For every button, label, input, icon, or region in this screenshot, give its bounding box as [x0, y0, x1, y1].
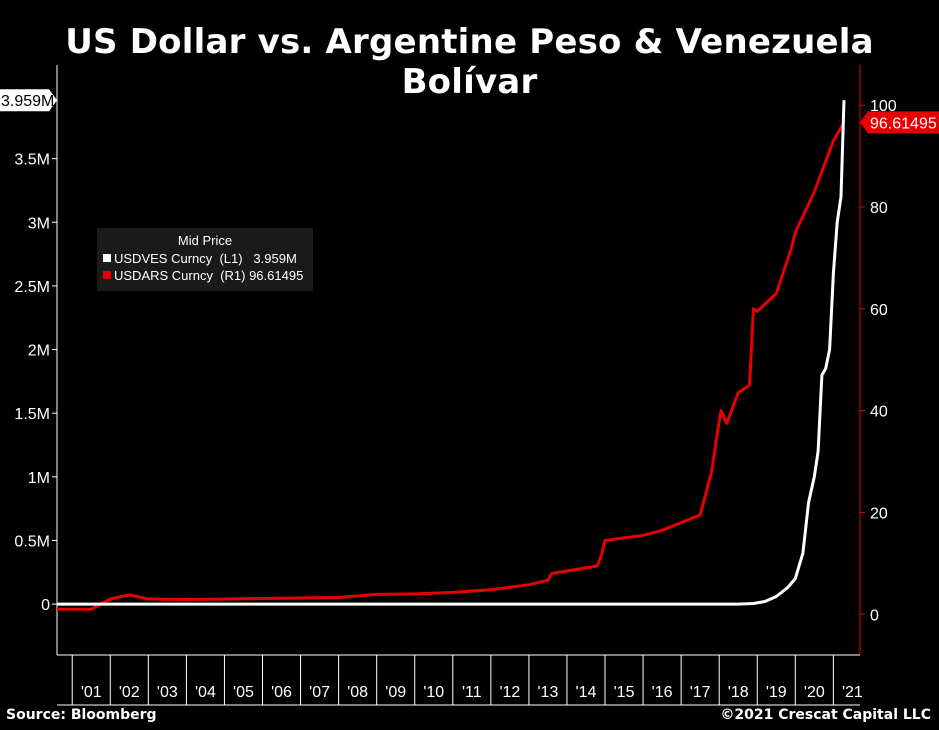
left-last-value-label: 3.959M	[1, 93, 54, 110]
left-tick-label: 2M	[28, 343, 50, 360]
legend-entry-ars: USDARS Curncy (R1) 96.61495	[114, 268, 303, 283]
legend-swatch-ves	[103, 254, 111, 262]
x-tick-label: '07	[309, 684, 330, 701]
x-tick-label: '03	[157, 684, 178, 701]
legend-title: Mid Price	[178, 233, 232, 248]
x-tick-label: '05	[233, 684, 254, 701]
x-tick-label: '19	[766, 684, 787, 701]
plot-area	[57, 100, 846, 611]
right-tick-label: 60	[870, 302, 888, 319]
x-tick-label: '13	[538, 684, 559, 701]
x-tick-label: '11	[462, 684, 482, 701]
x-tick-label: '02	[119, 684, 140, 701]
x-tick-label: '21	[842, 684, 863, 701]
left-tick-label: 1.5M	[14, 406, 50, 423]
x-tick-label: '01	[81, 684, 102, 701]
right-tick-label: 100	[870, 98, 897, 115]
series-line-ars	[57, 121, 846, 611]
x-tick-label: '18	[728, 684, 749, 701]
legend-background	[97, 228, 313, 291]
left-tick-label: 1M	[28, 470, 50, 487]
x-tick-label: '17	[690, 684, 711, 701]
x-tick-label: '14	[576, 684, 597, 701]
x-tick-label: '10	[423, 684, 444, 701]
right-last-value-label: 96.61495	[870, 115, 937, 132]
left-tick-label: 0.5M	[14, 533, 50, 550]
right-tick-label: 40	[870, 404, 888, 421]
left-tick-label: 0	[41, 597, 50, 614]
x-tick-label: '20	[804, 684, 825, 701]
x-tick-label: '04	[195, 684, 216, 701]
right-tick-label: 20	[870, 505, 888, 522]
left-tick-label: 2.5M	[14, 279, 50, 296]
source-note: Source: Bloomberg	[6, 707, 157, 723]
copyright-note: ©2021 Crescat Capital LLC	[720, 707, 931, 723]
right-tick-label: 0	[870, 607, 879, 624]
legend-swatch-ars	[103, 271, 111, 279]
axes-group: 0 0.5M 1M 1.5M 2M 2.5M 3M 3.5M 0 20 40 60 80 100 '01 '0…	[0, 65, 939, 706]
legend-entry-ves: USDVES Curncy (L1) 3.959M	[114, 251, 297, 266]
x-tick-label: '06	[271, 684, 292, 701]
series-line-ves	[57, 100, 846, 606]
x-tick-label: '16	[652, 684, 673, 701]
x-tick-label: '15	[614, 684, 635, 701]
left-tick-label: 3M	[28, 215, 50, 232]
x-tick-label: '12	[499, 684, 520, 701]
chart-title: US Dollar vs. Argentine Peso & Venezuela…	[65, 22, 874, 102]
left-last-value-tag	[0, 89, 57, 112]
x-tick-label: '09	[385, 684, 406, 701]
right-tick-label: 80	[870, 200, 888, 217]
x-tick-label: '08	[347, 684, 368, 701]
legend: Mid Price USDVES Curncy (L1) 3.959M USDA…	[97, 228, 313, 291]
left-tick-label: 3.5M	[14, 152, 50, 169]
right-last-value-tag	[860, 111, 939, 134]
